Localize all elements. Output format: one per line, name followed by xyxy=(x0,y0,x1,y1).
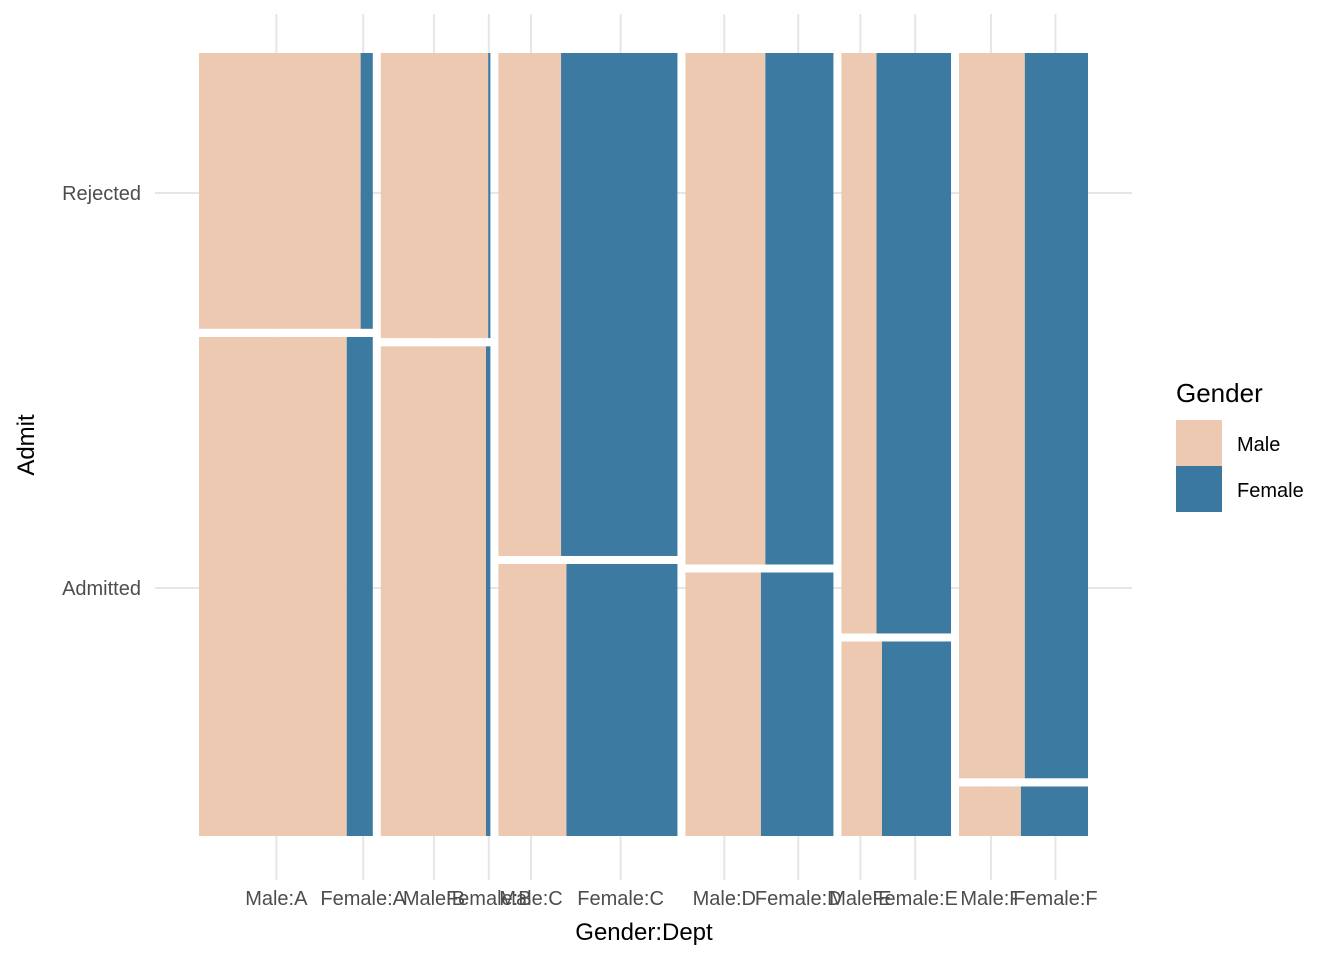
tile-male-e-admitted xyxy=(841,641,882,836)
x-tick-label: Female:D xyxy=(755,888,842,910)
x-tick-label: Female:C xyxy=(577,888,664,910)
y-tick-label-rejected: Rejected xyxy=(62,183,141,205)
tile-male-b-rejected xyxy=(380,53,489,339)
tile-male-a-rejected xyxy=(199,53,361,329)
tile-female-a-rejected xyxy=(360,53,373,329)
tile-female-d-admitted xyxy=(760,572,834,836)
legend-key-male xyxy=(1176,420,1222,466)
tile-female-a-admitted xyxy=(346,336,373,836)
tile-female-c-rejected xyxy=(561,53,678,556)
tile-female-e-admitted xyxy=(881,641,952,836)
x-tick-label: Male:B xyxy=(403,888,465,910)
tile-male-a-admitted xyxy=(199,336,347,836)
y-axis-title: Admit xyxy=(13,414,40,476)
tile-female-e-rejected xyxy=(876,53,952,634)
tile-female-f-rejected xyxy=(1024,53,1088,779)
tile-female-b-admitted xyxy=(486,346,491,836)
tile-male-c-rejected xyxy=(498,53,562,556)
legend-title: Gender xyxy=(1176,378,1263,408)
mosaic-tiles xyxy=(199,53,1088,836)
tile-female-b-rejected xyxy=(488,53,491,339)
tile-female-c-admitted xyxy=(566,563,678,836)
tile-male-b-admitted xyxy=(380,346,487,836)
y-tick-label-admitted: Admitted xyxy=(62,578,141,600)
tile-male-c-admitted xyxy=(498,563,567,836)
tile-male-d-rejected xyxy=(685,53,766,565)
tile-female-f-admitted xyxy=(1020,786,1088,836)
tile-male-f-admitted xyxy=(959,786,1021,836)
legend-label-female: Female xyxy=(1237,480,1304,502)
x-tick-label: Male:D xyxy=(693,888,756,910)
y-tick-labels: Admitted Rejected xyxy=(62,183,141,600)
x-tick-label: Male:C xyxy=(499,888,562,910)
tile-male-e-rejected xyxy=(841,53,877,634)
x-tick-label: Male:F xyxy=(960,888,1021,910)
tile-female-d-rejected xyxy=(765,53,834,565)
x-tick-label: Female:F xyxy=(1013,888,1097,910)
x-tick-label: Male:A xyxy=(245,888,308,910)
tile-male-d-admitted xyxy=(685,572,761,836)
legend: Gender Male Female xyxy=(1176,378,1304,512)
x-axis-title: Gender:Dept xyxy=(575,919,713,946)
x-tick-label: Female:E xyxy=(872,888,958,910)
legend-label-male: Male xyxy=(1237,434,1280,456)
x-tick-label: Female:A xyxy=(320,888,406,910)
x-tick-label: Female:B xyxy=(446,888,532,910)
legend-key-female xyxy=(1176,466,1222,512)
tile-male-f-rejected xyxy=(959,53,1025,779)
x-tick-label: Male:E xyxy=(829,888,891,910)
